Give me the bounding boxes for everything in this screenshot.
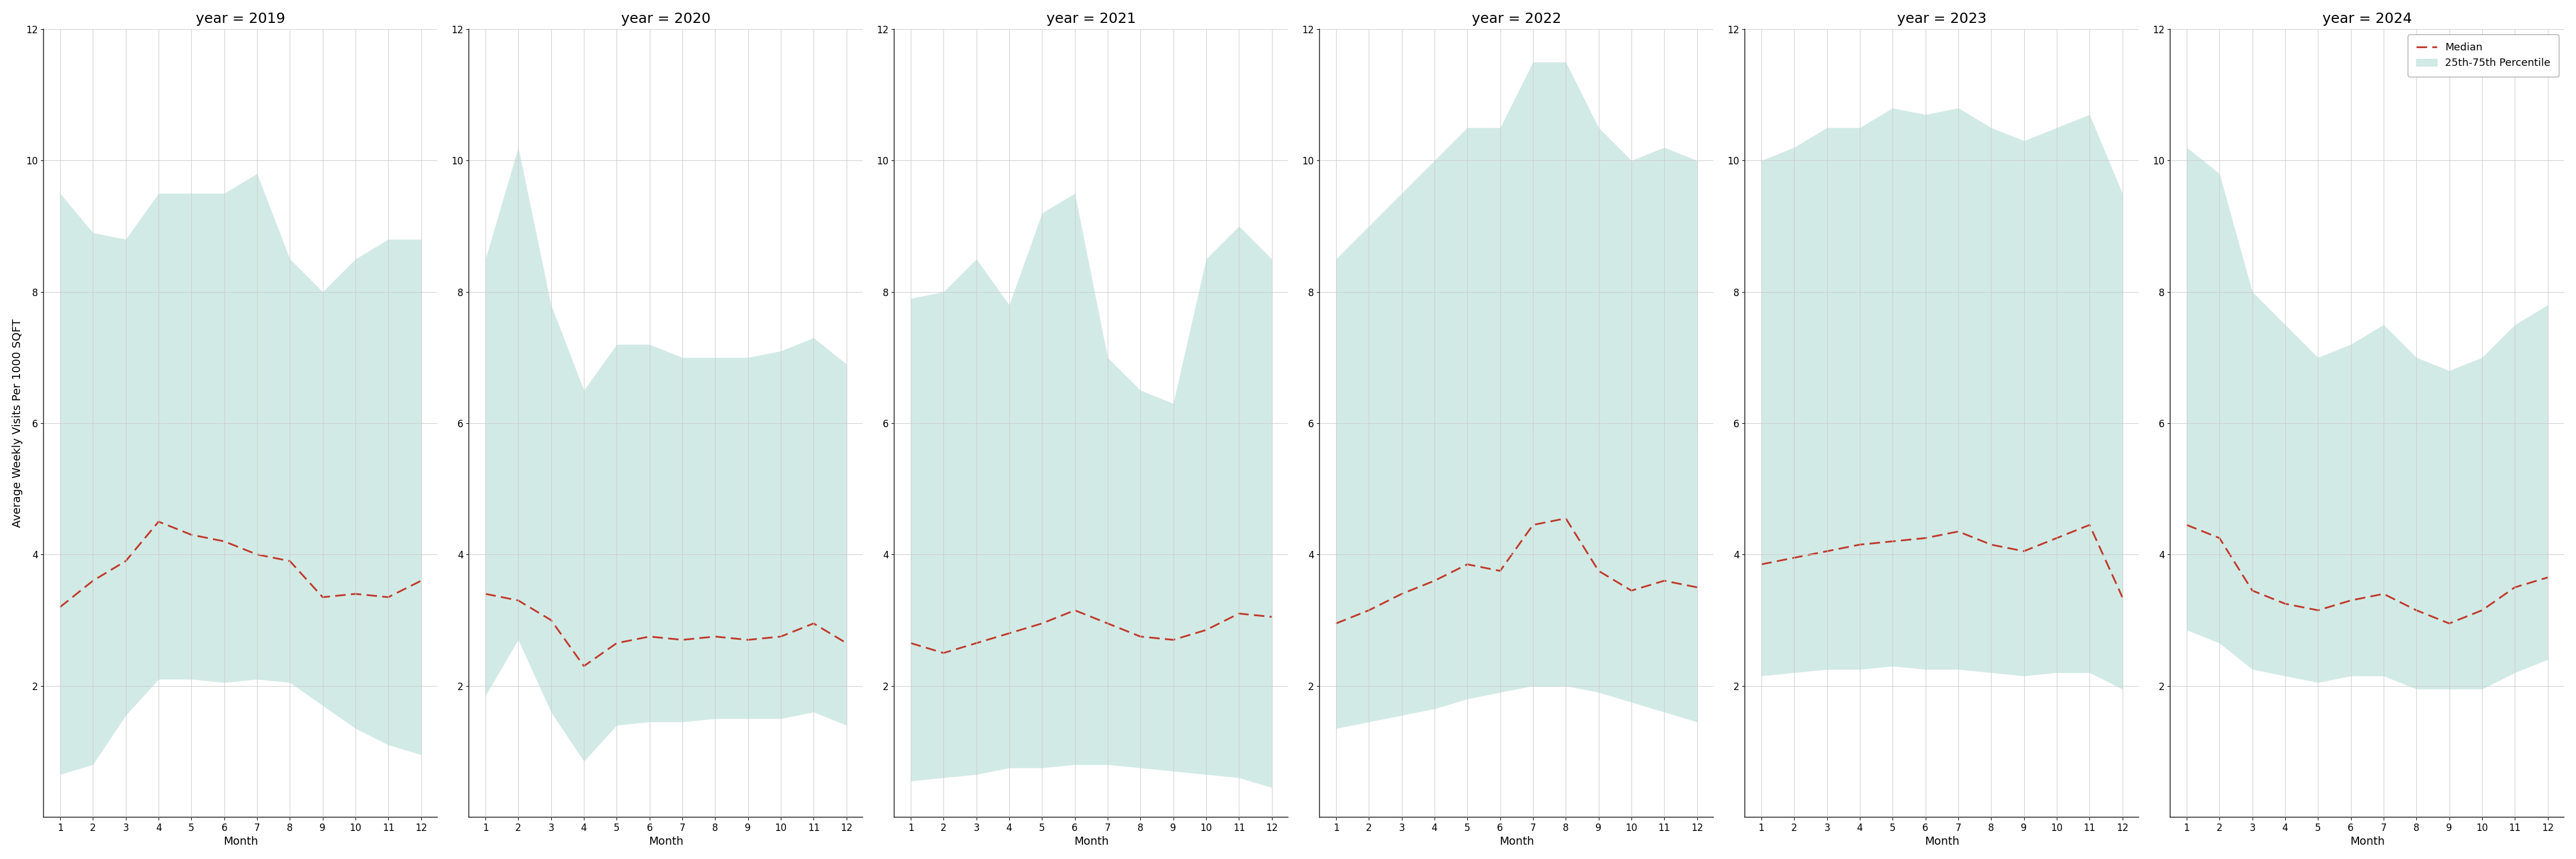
Legend: Median, 25th-75th Percentile: Median, 25th-75th Percentile <box>2409 34 2558 76</box>
Title: year = 2019: year = 2019 <box>196 12 286 26</box>
X-axis label: Month: Month <box>649 836 683 847</box>
X-axis label: Month: Month <box>2349 836 2385 847</box>
X-axis label: Month: Month <box>1499 836 1533 847</box>
Title: year = 2020: year = 2020 <box>621 12 711 26</box>
Title: year = 2023: year = 2023 <box>1896 12 1986 26</box>
X-axis label: Month: Month <box>1074 836 1108 847</box>
Title: year = 2022: year = 2022 <box>1471 12 1561 26</box>
X-axis label: Month: Month <box>1924 836 1960 847</box>
Title: year = 2024: year = 2024 <box>2324 12 2411 26</box>
Title: year = 2021: year = 2021 <box>1046 12 1136 26</box>
X-axis label: Month: Month <box>224 836 258 847</box>
Y-axis label: Average Weekly Visits Per 1000 SQFT: Average Weekly Visits Per 1000 SQFT <box>13 319 23 527</box>
